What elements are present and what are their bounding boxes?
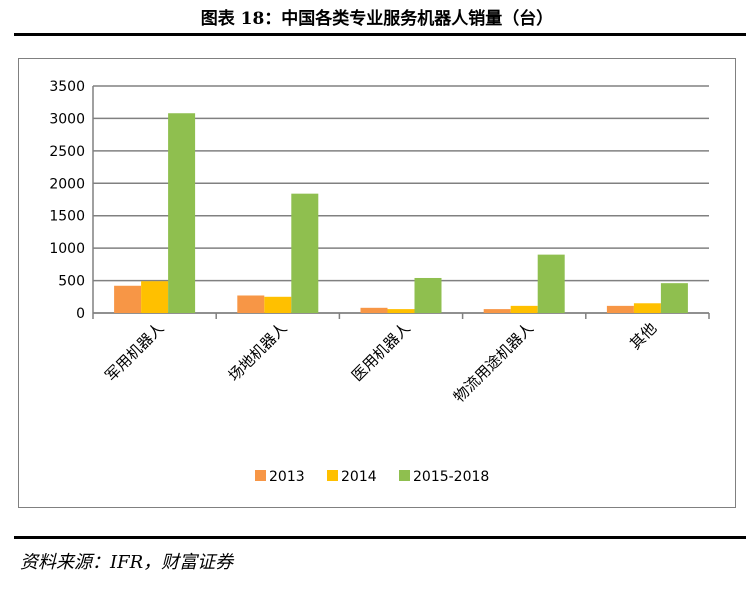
legend-label-2015-2018: 2015-2018 (413, 469, 489, 485)
bottom-rule (14, 536, 746, 539)
x-category-label: 医用机器人 (348, 319, 414, 385)
legend-swatch-2014 (327, 470, 338, 481)
bar-chart: 0 500 1000 1500 2000 2500 3000 3500 军用机器人 场地机器人 医用… (49, 79, 710, 485)
y-tick-label: 2000 (49, 176, 85, 192)
legend-label-2013: 2013 (269, 469, 305, 485)
y-tick-label: 1500 (49, 209, 85, 225)
bar-2014-4 (633, 303, 661, 313)
bar-2013-1 (237, 295, 265, 313)
y-tick-label: 1000 (49, 241, 85, 257)
top-rule (14, 33, 746, 36)
legend-label-2014: 2014 (341, 469, 377, 485)
x-category-label: 军用机器人 (102, 319, 168, 385)
figure-title: 图表 18：中国各类专业服务机器人销量（台） (200, 9, 554, 29)
bar-2015-2018-4 (660, 283, 688, 313)
chart-area: 0 500 1000 1500 2000 2500 3000 3500 军用机器人 场地机器人 医用… (18, 58, 736, 508)
bar-2013-3 (483, 309, 511, 313)
y-tick-label: 2500 (49, 144, 85, 160)
y-tick-label: 3500 (49, 79, 85, 95)
x-category-label: 物流用途机器人 (450, 319, 537, 406)
y-tick-label: 500 (58, 274, 85, 290)
x-category-label: 场地机器人 (225, 319, 291, 385)
y-tick-label: 0 (76, 306, 85, 322)
bar-2013-2 (360, 307, 388, 313)
bar-2014-3 (510, 305, 538, 313)
bar-2014-0 (141, 281, 169, 313)
source-note: 资料来源：IFR，财富证券 (20, 552, 234, 573)
bar-2014-2 (387, 309, 415, 313)
legend-swatch-2015-2018 (399, 470, 410, 481)
bar-2013-4 (606, 305, 634, 313)
y-tick-label: 3000 (49, 111, 85, 127)
bar-2015-2018-3 (537, 254, 565, 313)
legend-swatch-2013 (255, 470, 266, 481)
bar-2015-2018-1 (291, 193, 319, 313)
x-category-label: 其他 (626, 319, 660, 353)
bar-2014-1 (264, 296, 292, 313)
bar-2015-2018-0 (168, 113, 196, 313)
bar-2013-0 (114, 285, 142, 313)
bar-2015-2018-2 (414, 277, 442, 313)
